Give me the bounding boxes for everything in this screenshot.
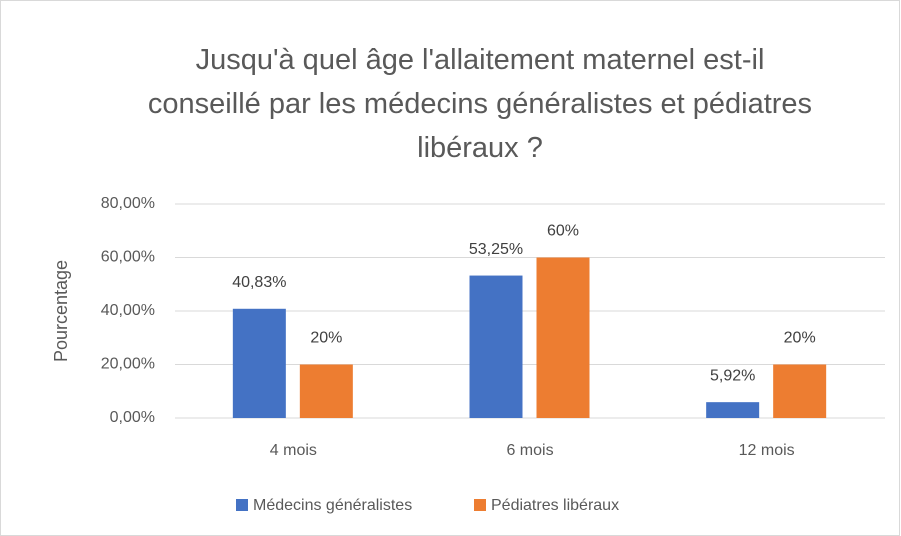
x-tick-label: 4 mois [270,442,317,459]
legend-label: Pédiatres libéraux [491,497,619,514]
y-tick-label: 0,00% [110,409,155,426]
bar [773,364,827,418]
y-tick-label: 40,00% [101,302,155,319]
chart-title: Jusqu'à quel âge l'allaitement maternel … [147,44,813,164]
legend-swatch [474,499,486,511]
bar [299,364,353,418]
x-tick-label: 12 mois [739,442,795,459]
y-tick-label: 60,00% [101,249,155,266]
data-label: 20% [310,330,342,347]
data-label: 60% [547,223,579,240]
bar [469,275,523,418]
bar [232,308,286,418]
data-label: 40,83% [232,274,286,291]
y-tick-label: 80,00% [101,195,155,212]
bar [536,257,590,418]
y-axis-label: Pourcentage [51,260,71,362]
legend-swatch [236,499,248,511]
y-tick-label: 20,00% [101,356,155,373]
x-tick-label: 6 mois [506,442,553,459]
data-label: 20% [784,330,816,347]
data-label: 53,25% [469,241,523,258]
bar [706,402,760,418]
data-label: 5,92% [710,367,755,384]
legend-label: Médecins généralistes [253,497,412,514]
